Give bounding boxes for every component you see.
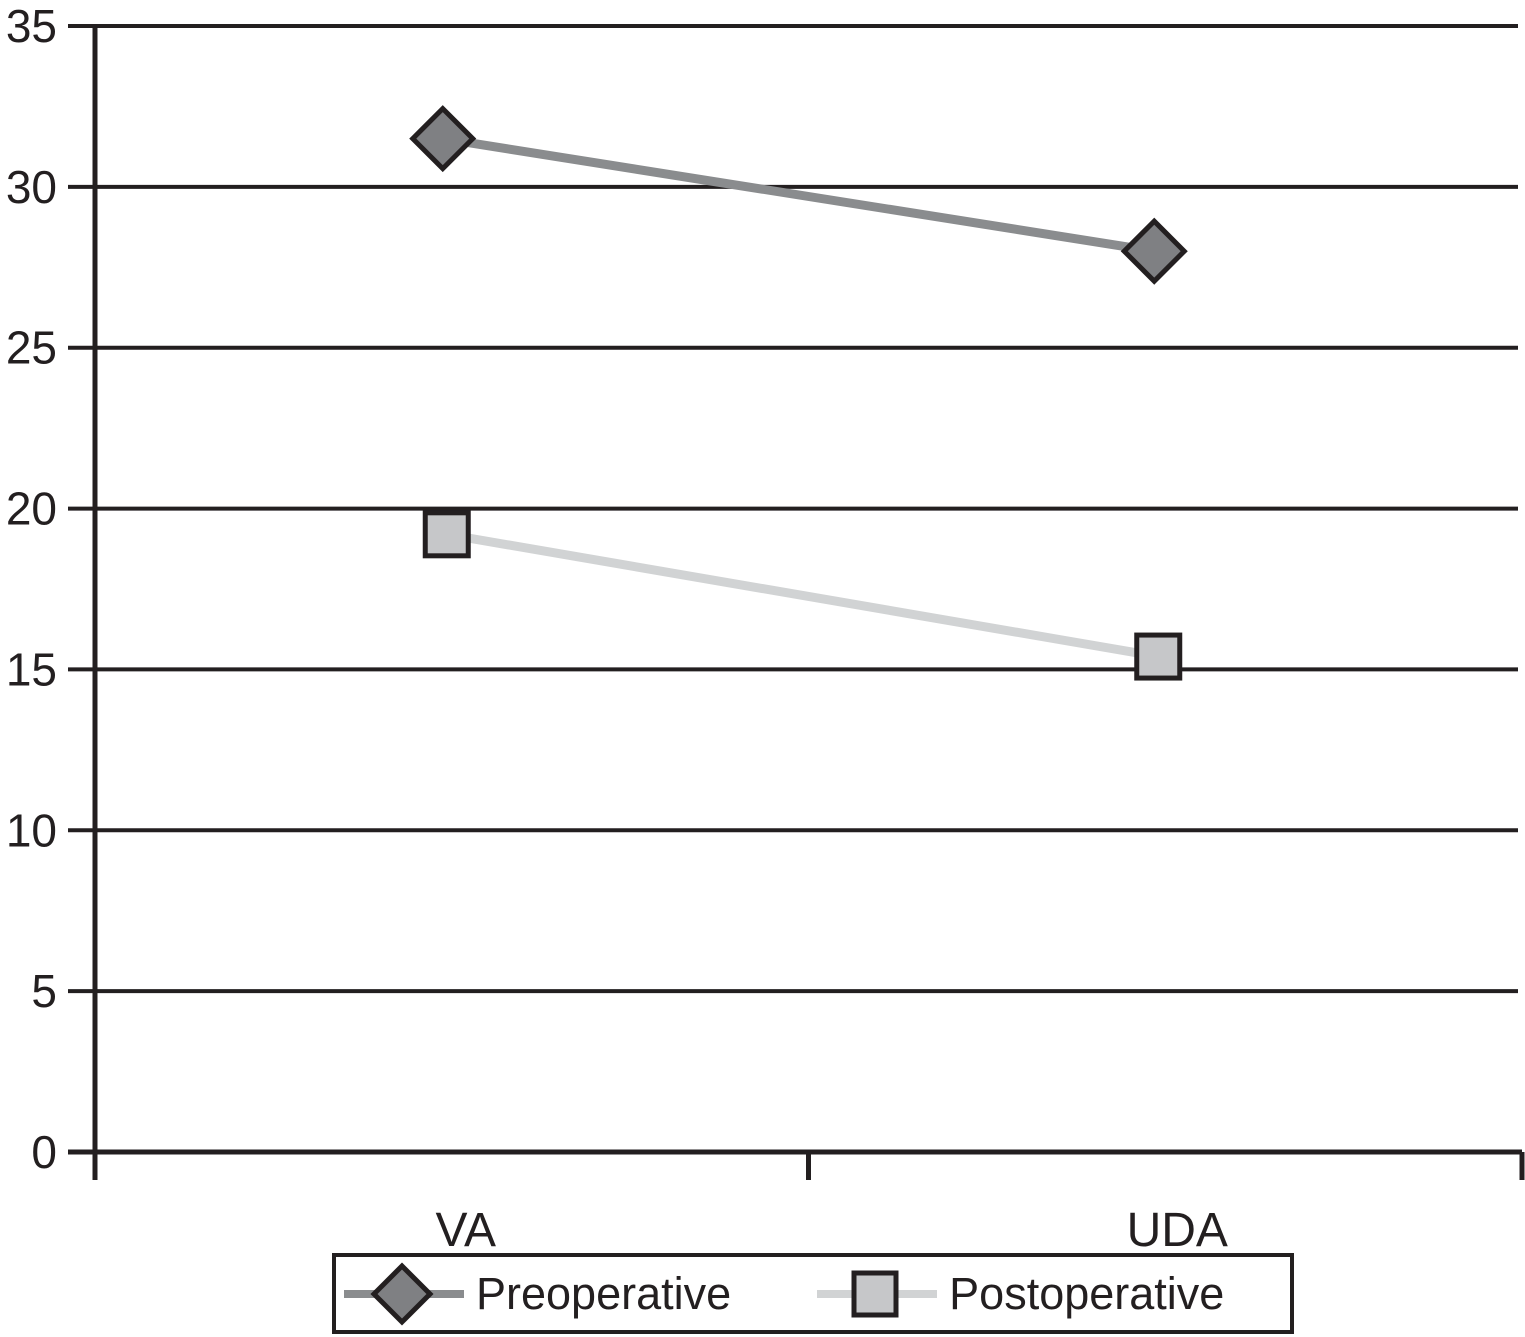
y-axis-labels-layer: 0 5 10 15 20 25 30 35 [6, 0, 57, 1178]
preoperative-marker-uda [1120, 217, 1188, 285]
y-axis-tick-label-10: 10 [6, 804, 57, 856]
square-icon [851, 1270, 899, 1317]
x-axis-category-label-va: VA [436, 1204, 496, 1257]
y-axis-tick-label-35: 35 [6, 0, 57, 52]
y-axis-tick-label-5: 5 [31, 965, 57, 1017]
y-axis-tick-label-25: 25 [6, 322, 57, 374]
legend-item-postoperative: Postoperative [817, 1259, 1224, 1329]
axes-layer [92, 24, 1525, 1180]
preoperative-line [442, 134, 1155, 256]
gridlines-layer [68, 24, 1522, 1155]
legend-label-preoperative: Preoperative [476, 1268, 732, 1319]
legend-label-postoperative: Postoperative [949, 1268, 1225, 1319]
y-axis-tick-label-30: 30 [6, 161, 57, 213]
diamond-icon [370, 1261, 434, 1326]
postoperative-square-marker-icon [817, 1270, 938, 1317]
postoperative-marker-va [422, 510, 471, 559]
y-axis-tick-label-20: 20 [6, 483, 57, 535]
preoperative-diamond-marker-icon [344, 1261, 464, 1326]
series-layer [409, 105, 1188, 681]
postoperative-line [445, 529, 1160, 661]
y-axis-tick-label-15: 15 [6, 643, 57, 695]
y-axis-tick-label-0: 0 [31, 1126, 57, 1178]
postoperative-marker-uda [1134, 632, 1183, 681]
preoperative-marker-va [409, 105, 477, 173]
chart-legend: Preoperative Postoperative [332, 1253, 1294, 1334]
x-axis-category-label-uda: UDA [1127, 1204, 1228, 1257]
legend-item-preoperative: Preoperative [344, 1259, 731, 1329]
